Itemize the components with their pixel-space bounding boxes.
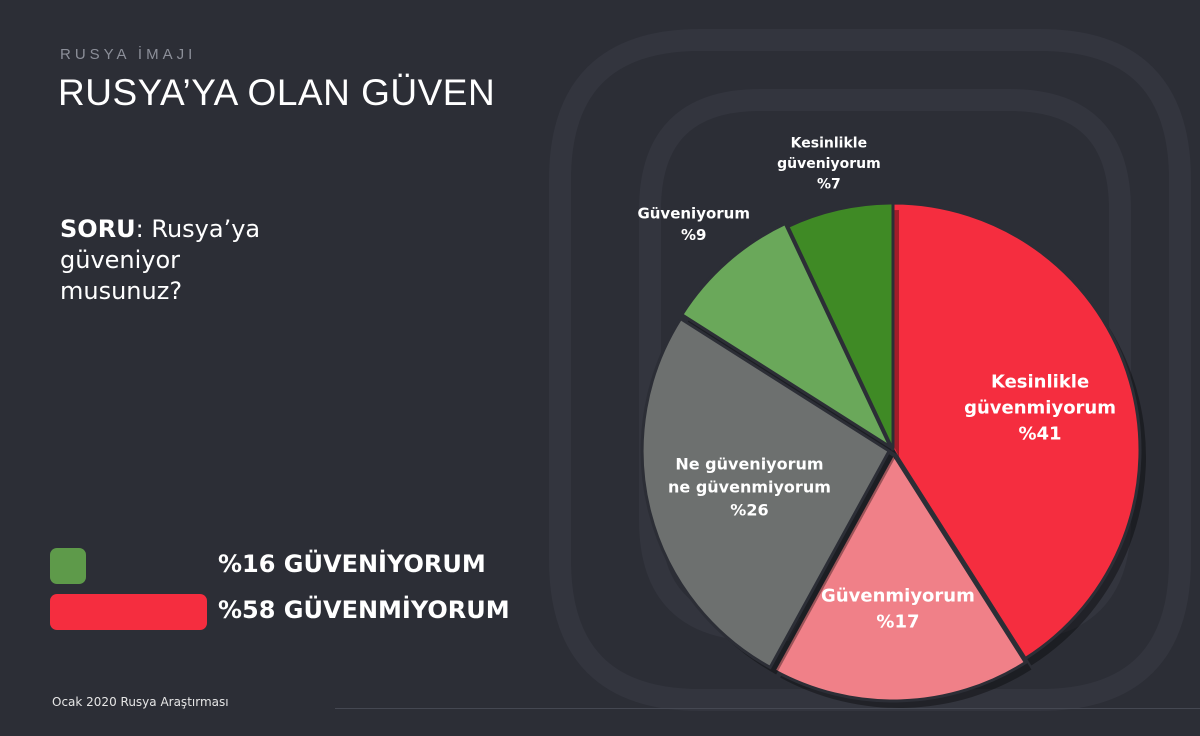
page-title: RUSYA’YA OLAN GÜVEN bbox=[58, 72, 496, 113]
pie-slice-kesinlikle-guvenmiyorum-41 bbox=[891, 201, 1142, 661]
slice-label-line: ne güvenmiyorum bbox=[668, 477, 831, 496]
slice-label-kesinlikle-guvenmiyorum-41: Kesinlikle güvenmiyorum %41 bbox=[964, 371, 1116, 444]
pie-slice-kesinlikle-guveniyorum-7 bbox=[785, 201, 895, 451]
legend-swatch-distrust bbox=[50, 594, 207, 630]
question-text: SORU: Rusya’ya güveniyor musunuz? bbox=[60, 214, 300, 307]
footer-divider bbox=[335, 708, 1200, 709]
slice-label-line: %7 bbox=[817, 176, 841, 192]
legend-label-distrust: %58 GÜVENMİYORUM bbox=[218, 596, 510, 624]
slice-label-line: %17 bbox=[876, 611, 919, 632]
slice-label-line: güvenmiyorum bbox=[964, 398, 1116, 419]
slice-label-line: %26 bbox=[730, 501, 768, 520]
slice-label-line: %41 bbox=[1019, 424, 1062, 445]
pie-slice-guvenmiyorum-17 bbox=[772, 451, 1028, 703]
pie-slice-guveniyorum-9 bbox=[679, 221, 894, 452]
footer-source: Ocak 2020 Rusya Araştırması bbox=[52, 695, 229, 709]
slice-label-line: Kesinlikle bbox=[991, 371, 1089, 392]
slice-label-guveniyorum-9: Güveniyorum %9 bbox=[637, 204, 750, 244]
legend-swatch-trust bbox=[50, 548, 86, 584]
slice-label-line: güveniyorum bbox=[777, 156, 881, 172]
slice-label-guvenmiyorum-17: Güvenmiyorum %17 bbox=[821, 585, 975, 632]
question-prefix: SORU bbox=[60, 215, 136, 243]
section-label: RUSYA İMAJI bbox=[60, 46, 197, 63]
slice-label-line: Kesinlikle bbox=[791, 136, 867, 152]
pie-chart: Kesinlikle güvenmiyorum %41 Güvenmiyorum %17… bbox=[637, 136, 1147, 708]
slice-label-line: %9 bbox=[681, 226, 706, 244]
legend-label-trust: %16 GÜVENİYORUM bbox=[218, 550, 486, 578]
slice-label-ne-guveniyorum-ne-guvenmiyorum-26: Ne güveniyorum ne güvenmiyorum %26 bbox=[668, 454, 831, 519]
slice-label-kesinlikle-guveniyorum-7: Kesinlikle güveniyorum %7 bbox=[777, 136, 881, 193]
slice-label-line: Güvenmiyorum bbox=[821, 585, 975, 606]
pie-slice-ne-guveniyorum-ne-guvenmiyorum-26 bbox=[640, 316, 892, 670]
slice-label-line: Ne güveniyorum bbox=[675, 454, 823, 473]
slice-label-line: Güveniyorum bbox=[637, 204, 750, 222]
question-body: : Rusya’ya güveniyor musunuz? bbox=[60, 215, 261, 305]
